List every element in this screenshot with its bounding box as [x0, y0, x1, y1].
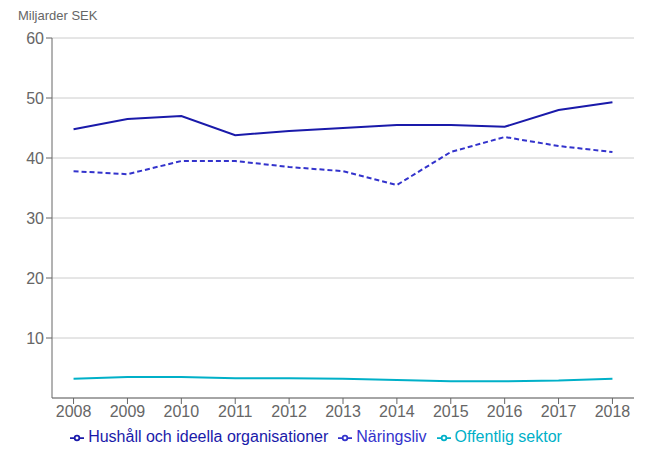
- svg-text:2014: 2014: [379, 403, 415, 420]
- html-text:Offentlig sektor: Offentlig sektor: [454, 428, 562, 445]
- svg-text:2015: 2015: [433, 403, 469, 420]
- svg-text:60: 60: [26, 30, 44, 47]
- svg-text:40: 40: [26, 150, 44, 167]
- svg-text:2012: 2012: [271, 403, 307, 420]
- svg-text:2011: 2011: [218, 403, 253, 420]
- svg-text:20: 20: [26, 270, 44, 287]
- html-text:Näringsliv: Näringsliv: [356, 428, 427, 445]
- svg-text:2016: 2016: [487, 403, 523, 420]
- svg-text:2018: 2018: [595, 403, 631, 420]
- svg-text:10: 10: [26, 330, 44, 347]
- svg-text:50: 50: [26, 90, 44, 107]
- html-text:Miljarder SEK: Miljarder SEK: [18, 8, 98, 23]
- svg-text:2017: 2017: [541, 403, 577, 420]
- svg-text:30: 30: [26, 210, 44, 227]
- svg-text:2013: 2013: [325, 403, 361, 420]
- svg-text:2008: 2008: [56, 403, 92, 420]
- svg-text:2010: 2010: [164, 403, 200, 420]
- svg-text:2009: 2009: [110, 403, 146, 420]
- html-text:Hushåll och ideella organisati: Hushåll och ideella organisationer: [88, 428, 329, 445]
